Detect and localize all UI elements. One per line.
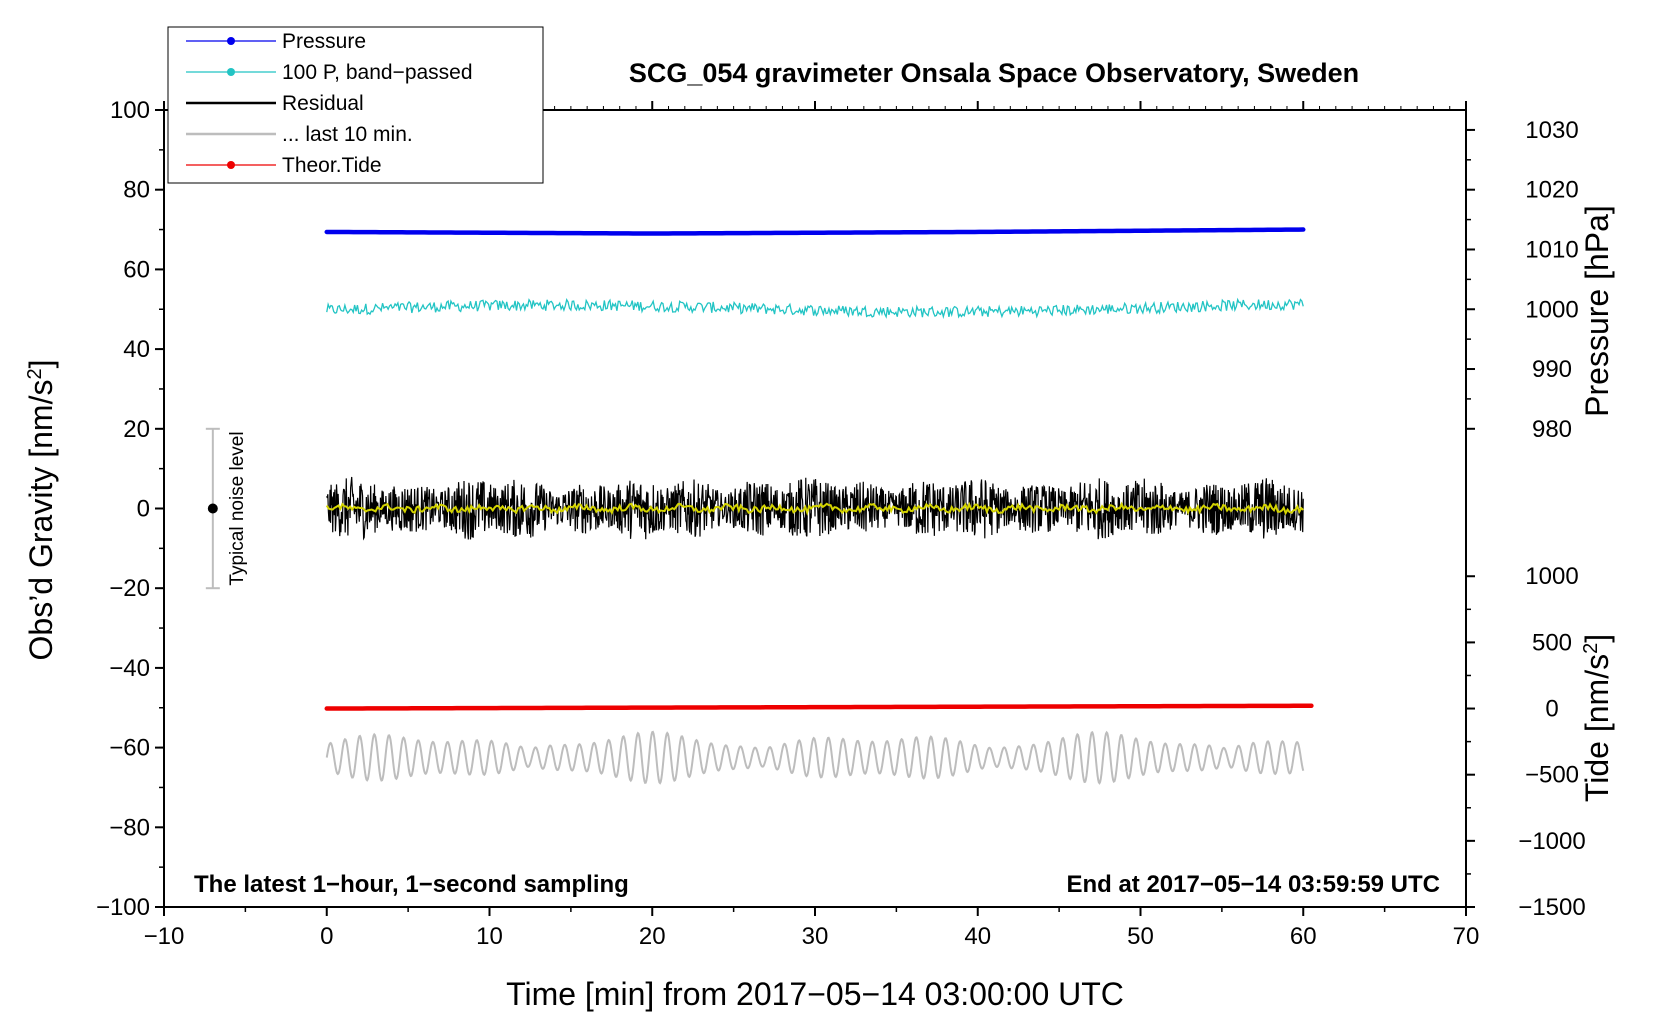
noise-bar: Typical noise level [205,427,248,590]
chart-title: SCG_054 gravimeter Onsala Space Observat… [629,58,1359,88]
pressure-tick-label: 1000 [1525,296,1578,323]
left-axis-title-sup: 2 [24,368,46,379]
pressure-tick-label: 1010 [1525,236,1578,263]
legend-marker-1 [227,68,235,76]
tide-axis-title: Tide [nm/s2] [1579,634,1615,802]
left-axis-title-main: Obs’d Gravity [nm/s [23,380,59,661]
tide-axis-title-main: Tide [nm/s [1579,654,1615,802]
legend-marker-4 [227,161,235,169]
left-axis-title-end: ] [23,360,59,369]
legend-label-0: Pressure [282,30,366,53]
x-tick-label: 30 [802,923,829,950]
left-tick-label: 60 [123,256,150,283]
pressure-tick-label: 990 [1532,356,1572,383]
tide-axis-title-end: ] [1579,634,1615,643]
left-tick-label: 20 [123,416,150,443]
tide-tick-label: 1000 [1525,563,1578,590]
annotation-sampling: The latest 1−hour, 1−second sampling [194,871,629,898]
series-100-p-band-passed [326,297,1304,320]
x-tick-label: −10 [144,923,185,950]
left-tick-label: −40 [109,655,150,682]
series-last-10-min [325,730,1305,785]
legend-marker-0 [227,37,235,45]
legend: Pressure 100 P, band−passed Residual ... la… [167,26,544,184]
axes-layer: −10 0 10 20 30 40 50 60 70−100−80−60−40−20020406… [96,97,1586,950]
x-tick-label: 20 [639,923,666,950]
tide-tick-label: −500 [1525,762,1579,789]
noise-bar-label: Typical noise level [227,431,248,585]
left-tick-label: −100 [96,894,150,921]
legend-entries: Pressure 100 P, band−passed Residual ... la… [186,30,473,177]
tide-tick-label: −1000 [1518,828,1585,855]
x-tick-label: 70 [1453,923,1480,950]
legend-label-4: Theor.Tide [282,154,382,177]
left-tick-label: −60 [109,735,150,762]
x-tick-label: 40 [964,923,991,950]
series-layer [324,227,1314,785]
noise-bar-center-dot [207,503,218,514]
x-tick-label: 50 [1127,923,1154,950]
pressure-tick-label: 1020 [1525,177,1578,204]
left-tick-label: 80 [123,177,150,204]
left-tick-label: 100 [110,97,150,124]
plot-frame [163,109,1467,908]
pressure-tick-label: 980 [1532,416,1572,443]
legend-label-3: ... last 10 min. [282,123,413,146]
annotation-end-time: End at 2017−05−14 03:59:59 UTC [1066,871,1440,898]
series-theor-tide [324,703,1314,711]
left-axis-title: Obs’d Gravity [nm/s2] [23,360,59,661]
pressure-tick-label: 1030 [1525,117,1578,144]
legend-label-1: 100 P, band−passed [282,61,473,84]
x-axis-title: Time [min] from 2017−05−14 03:00:00 UTC [506,976,1124,1012]
left-tick-label: 0 [137,496,150,523]
x-tick-label: 60 [1290,923,1317,950]
x-tick-label: 10 [476,923,503,950]
left-tick-label: −80 [109,814,150,841]
series-residual-smoothed [325,501,1304,516]
pressure-axis-title: Pressure [hPa] [1579,205,1615,417]
tide-axis-title-sup: 2 [1580,643,1602,654]
tide-tick-label: 0 [1545,696,1558,723]
series-pressure [324,227,1306,236]
legend-label-2: Residual [282,92,364,115]
left-tick-label: 40 [123,336,150,363]
tide-tick-label: 500 [1532,629,1572,656]
legend-box [167,26,544,184]
left-tick-label: −20 [109,575,150,602]
x-tick-label: 0 [320,923,333,950]
tide-tick-label: −1500 [1518,894,1585,921]
